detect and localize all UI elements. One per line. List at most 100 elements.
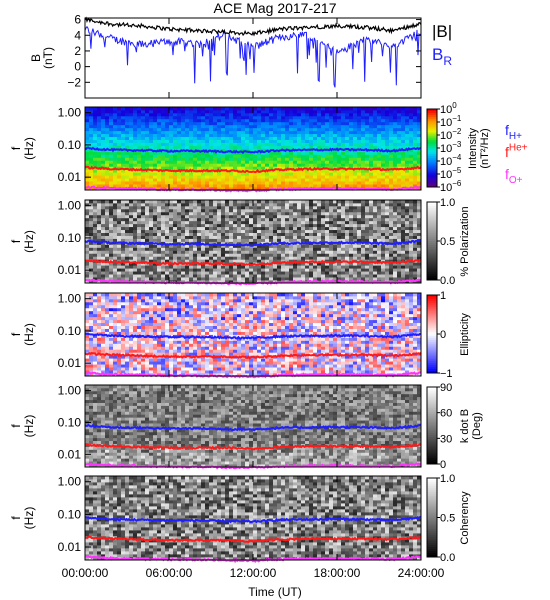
spectrogram-cell: [265, 247, 270, 251]
spectrogram-cell: [365, 151, 370, 155]
spectrogram-cell: [337, 211, 342, 216]
spectrogram-cell: [333, 200, 338, 204]
spectrogram-cell: [85, 238, 90, 242]
spectrogram-cell: [277, 178, 282, 182]
spectrogram-cell: [237, 154, 242, 158]
spectrogram-cell: [205, 259, 210, 263]
spectrogram-cell: [309, 217, 314, 222]
intensity-ytick-label: 1.00: [58, 106, 82, 120]
spectrogram-cell: [205, 112, 210, 117]
spectrogram-cell: [161, 235, 166, 239]
spectrogram-cell: [229, 271, 234, 275]
spectrogram-cell: [205, 160, 210, 164]
spectrogram-cell: [285, 232, 290, 236]
spectrogram-cell: [385, 200, 390, 204]
spectrogram-cell: [409, 232, 414, 236]
spectrogram-cell: [253, 271, 258, 275]
spectrogram-cell: [181, 277, 186, 281]
spectrogram-cell: [201, 181, 206, 185]
spectrogram-cell: [97, 232, 102, 236]
spectrogram-cell: [205, 145, 210, 149]
br-series-line: [84, 25, 422, 88]
spectrogram-cell: [273, 127, 278, 132]
spectrogram-cell: [233, 271, 238, 275]
spectrogram-cell: [225, 280, 230, 284]
spectrogram-cell: [149, 175, 154, 179]
spectrogram-cell: [241, 277, 246, 281]
spectrogram-cell: [397, 217, 402, 222]
intensity-colorbar-swatch: [427, 165, 437, 168]
spectrogram-cell: [225, 226, 230, 231]
spectrogram-cell: [357, 205, 362, 210]
legend-fh-plus: fH+: [505, 122, 522, 142]
spectrogram-cell: [285, 229, 290, 233]
spectrogram-cell: [389, 181, 394, 185]
spectrogram-cell: [105, 271, 110, 275]
spectrogram-cell: [353, 232, 358, 236]
spectrogram-cell: [293, 127, 298, 132]
spectrogram-cell: [85, 250, 90, 254]
spectrogram-cell: [185, 202, 190, 207]
spectrogram-cell: [289, 274, 294, 278]
spectrogram-cell: [393, 265, 398, 269]
spectrogram-cell: [89, 127, 94, 132]
spectrogram-cell: [173, 154, 178, 158]
spectrogram-cell: [277, 226, 282, 231]
spectrogram-cell: [89, 118, 94, 123]
spectrogram-cell: [141, 244, 146, 248]
spectrogram-cell: [209, 277, 214, 281]
spectrogram-cell: [221, 211, 226, 216]
spectrogram-cell: [321, 133, 326, 138]
spectrogram-cell: [161, 145, 166, 149]
spectrogram-cell: [213, 268, 218, 272]
spectrogram-cell: [413, 200, 418, 204]
spectrogram-cell: [405, 109, 410, 114]
spectrogram-cell: [241, 130, 246, 135]
spectrogram-cell: [309, 211, 314, 216]
spectrogram-cell: [257, 151, 262, 155]
spectrogram-cell: [241, 142, 246, 146]
spectrogram-cell: [329, 107, 334, 111]
spectrogram-cell: [261, 256, 266, 260]
spectrogram-cell: [333, 268, 338, 272]
spectrogram-cell: [157, 157, 162, 161]
spectrogram-cell: [385, 226, 390, 231]
spectrogram-cell: [389, 226, 394, 231]
spectrogram-cell: [233, 208, 238, 213]
spectrogram-cell: [377, 133, 382, 138]
spectrogram-cell: [377, 136, 382, 140]
polarization-colorbar-swatch: [427, 278, 437, 281]
spectrogram-cell: [349, 175, 354, 179]
spectrogram-cell: [181, 107, 186, 111]
spectrogram-cell: [121, 214, 126, 219]
spectrogram-cell: [341, 142, 346, 146]
spectrogram-cell: [209, 145, 214, 149]
spectrogram-cell: [129, 232, 134, 236]
spectrogram-cell: [345, 136, 350, 140]
spectrogram-cell: [417, 241, 422, 245]
spectrogram-cell: [165, 259, 170, 263]
spectrogram-cell: [221, 142, 226, 146]
spectrogram-cell: [405, 145, 410, 149]
spectrogram-cell: [233, 121, 238, 126]
spectrogram-cell: [177, 124, 182, 129]
spectrogram-cell: [381, 163, 386, 167]
spectrogram-cell: [365, 268, 370, 272]
spectrogram-cell: [309, 163, 314, 167]
spectrogram-cell: [129, 157, 134, 161]
spectrogram-cell: [297, 124, 302, 129]
spectrogram-cell: [133, 274, 138, 278]
spectrogram-cell: [301, 200, 306, 204]
spectrogram-cell: [169, 166, 174, 170]
spectrogram-cell: [129, 121, 134, 126]
spectrogram-cell: [221, 271, 226, 275]
spectrogram-cell: [365, 214, 370, 219]
spectrogram-cell: [137, 229, 142, 233]
intensity-colorbar-swatch: [427, 126, 437, 129]
spectrogram-cell: [333, 139, 338, 143]
spectrogram-cell: [185, 223, 190, 228]
spectrogram-cell: [273, 136, 278, 140]
spectrogram-cell: [317, 274, 322, 278]
spectrogram-cell: [377, 145, 382, 149]
spectrogram-cell: [389, 229, 394, 233]
